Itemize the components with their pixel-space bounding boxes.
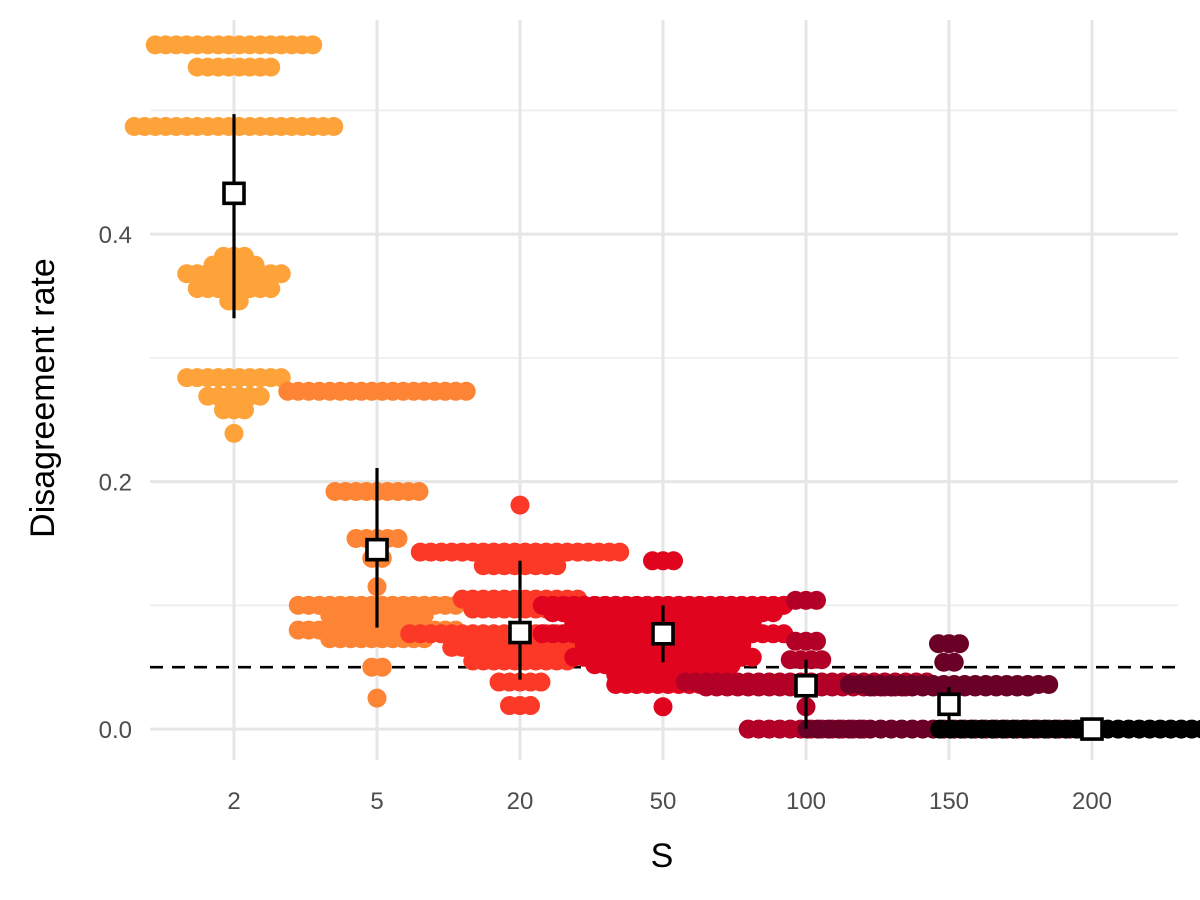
data-point: [1039, 675, 1059, 695]
y-tick-label: 0.4: [99, 222, 132, 249]
mean-marker: [937, 692, 961, 717]
x-tick-label: 20: [507, 788, 534, 815]
data-point: [1018, 677, 1038, 697]
mean-marker: [651, 621, 675, 646]
data-point: [303, 35, 323, 55]
data-point: [250, 386, 270, 406]
mean-marker: [508, 620, 532, 645]
data-point: [653, 697, 673, 717]
mean-marker: [222, 181, 246, 206]
mean-marker: [794, 673, 818, 698]
data-point: [261, 57, 281, 77]
data-point: [531, 672, 551, 692]
grid: [150, 20, 1178, 760]
mean-summaries: [222, 114, 1104, 741]
y-axis-title: Disagreement rate: [24, 258, 62, 538]
data-point: [414, 605, 434, 625]
data-point: [456, 381, 476, 401]
data-point: [664, 551, 683, 571]
x-tick-label: 150: [929, 788, 969, 815]
data-point: [807, 631, 826, 651]
data-point: [324, 117, 344, 137]
data-point: [807, 590, 826, 610]
x-tick-label: 200: [1072, 788, 1112, 815]
x-axis-title: S: [651, 837, 674, 875]
mean-marker: [365, 537, 389, 562]
x-tick-label: 100: [786, 788, 826, 815]
data-point: [763, 603, 783, 623]
data-point: [1192, 719, 1200, 739]
data-point: [944, 652, 964, 672]
data-point: [261, 279, 281, 299]
data-point: [547, 556, 567, 576]
data-point: [409, 482, 429, 502]
data-points: [124, 35, 1200, 739]
data-point: [812, 650, 832, 670]
data-point: [950, 634, 969, 654]
y-tick-label: 0.2: [99, 470, 132, 497]
mean-marker: [1080, 717, 1104, 741]
x-tick-label: 2: [227, 788, 240, 815]
data-point: [372, 657, 392, 677]
y-tick-label: 0.0: [99, 717, 132, 744]
data-point: [610, 542, 630, 562]
tick-labels: 0.0 0.2 0.4 2 5 20 50 100 150 200: [99, 222, 1112, 815]
data-point: [367, 688, 387, 708]
x-tick-label: 50: [650, 788, 677, 815]
data-point: [521, 696, 540, 716]
x-tick-label: 5: [370, 788, 383, 815]
data-point: [388, 529, 408, 549]
data-point: [510, 495, 530, 515]
data-point: [271, 264, 291, 284]
data-point: [742, 647, 762, 667]
data-point: [235, 400, 254, 420]
data-point: [721, 655, 741, 675]
data-point: [224, 423, 244, 443]
